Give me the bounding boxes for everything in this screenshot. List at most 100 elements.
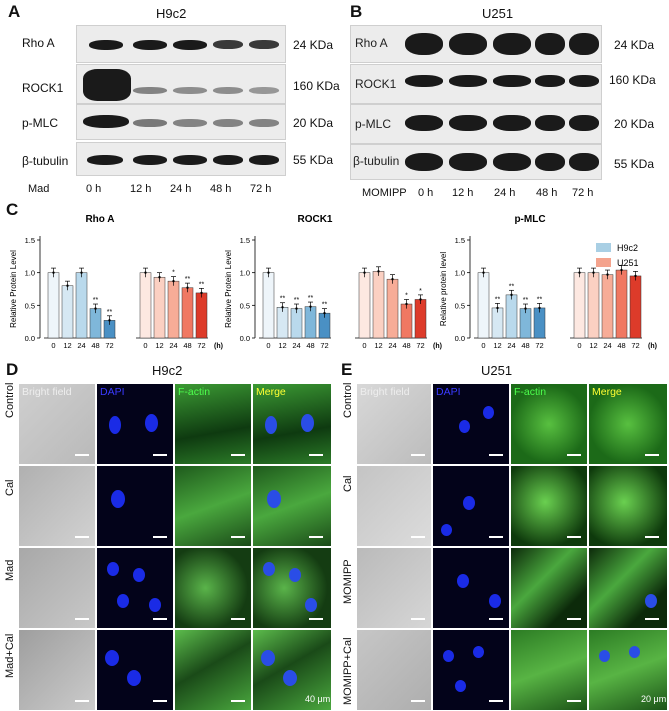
bar: [629, 275, 642, 339]
panel-e-letter: E: [341, 360, 353, 379]
y-tick-label: 1.5: [25, 236, 35, 245]
y-tick-label: 0.0: [240, 334, 250, 343]
significance-label: **: [495, 296, 501, 303]
chart-pmlc: p-MLC 0.0 0.5 1.0 1.5 Relative protein level 0…: [439, 214, 657, 350]
blot-a-label-pmlc: p-MLC: [22, 116, 59, 130]
panel-a-time: 48 h: [210, 183, 232, 195]
significance-label: *: [405, 292, 408, 299]
x-tick-label: 72: [631, 341, 639, 350]
panel-d-brightfield: [18, 629, 96, 711]
y-tick-label: 1.0: [25, 269, 35, 278]
panel-b-treatment: MOMIPP: [362, 187, 407, 199]
data-point: [482, 271, 485, 274]
bar: [414, 299, 427, 339]
y-tick-label: 1.5: [240, 236, 250, 245]
blot-b-label-pmlc: p-MLC: [355, 117, 392, 131]
blot-a-rock1: [76, 64, 286, 104]
panel-e-merge: [588, 547, 668, 629]
panel-e-row-label: Control: [342, 382, 354, 418]
data-point: [108, 319, 111, 322]
data-point: [94, 307, 97, 310]
data-point: [620, 268, 623, 272]
panel-d-brightfield: [18, 547, 96, 629]
significance-label: *: [172, 270, 175, 277]
blot-b-rock1: ROCK1: [350, 64, 602, 104]
column-label-brightfield: Bright field: [360, 386, 410, 398]
bar: [304, 306, 317, 339]
panel-d-factin: F-actin: [174, 383, 252, 465]
kda-b-pmlc: 20 KDa: [614, 117, 655, 131]
blot-b-pmlc: p-MLC: [350, 104, 602, 144]
x-tick-label: 72: [535, 341, 543, 350]
x-tick-label: 72: [105, 341, 113, 350]
panel-e-factin: [510, 629, 588, 711]
panel-d-factin: [174, 629, 252, 711]
x-tick-label: 12: [155, 341, 163, 350]
panel-d-brightfield: Bright field: [18, 383, 96, 465]
bar: [372, 271, 385, 339]
data-point: [281, 306, 284, 309]
blot-a-label-tubulin: β-tubulin: [22, 154, 69, 168]
significance-label: **: [93, 297, 99, 304]
significance-label: **: [322, 302, 328, 309]
significance-label: *: [419, 288, 422, 295]
panel-a-time: 24 h: [170, 183, 192, 195]
y-tick-label: 0.5: [25, 301, 35, 310]
panel-d-dapi: [96, 547, 174, 629]
data-point: [634, 274, 637, 278]
kda-b-rock1: 160 KDa: [609, 73, 656, 87]
x-tick-label: 48: [91, 341, 99, 350]
x-tick-label: 72: [197, 341, 205, 350]
x-unit-label: (h): [433, 343, 442, 350]
blot-b-label-rhoa: Rho A: [355, 36, 388, 50]
panel-e-dapi: [432, 629, 510, 711]
x-tick-label: 24: [388, 341, 396, 350]
y-axis-label: Relative protein level: [439, 252, 448, 326]
panel-d-row-label: Control: [4, 382, 16, 418]
kda-a-rhoa: 24 KDa: [293, 38, 334, 52]
panel-d-dapi: [96, 629, 174, 711]
chart-title: ROCK1: [297, 214, 332, 225]
x-tick-label: 0: [577, 341, 581, 350]
bar: [181, 287, 194, 339]
data-point: [524, 307, 527, 310]
x-unit-label: (h): [214, 343, 223, 350]
panel-d-merge: Merge: [252, 383, 332, 465]
panel-e-merge: 20 μm: [588, 629, 668, 711]
blot-a-label-rhoa: Rho A: [22, 36, 55, 50]
x-tick-label: 24: [169, 341, 177, 350]
x-tick-label: 24: [77, 341, 85, 350]
significance-label: **: [308, 295, 314, 302]
panel-d-row-label: Mad+Cal: [4, 633, 16, 678]
panel-e-merge: Merge: [588, 383, 668, 465]
panel-e-brightfield: [356, 465, 432, 547]
panel-e-brightfield: [356, 547, 432, 629]
column-label-factin: F-actin: [514, 386, 547, 398]
data-point: [66, 284, 69, 287]
x-tick-label: 48: [306, 341, 314, 350]
panel-e-factin: [510, 465, 588, 547]
panel-b-title: U251: [482, 6, 514, 21]
panel-e-factin: [510, 547, 588, 629]
panel-d-merge: 40 μm: [252, 629, 332, 711]
panel-d-scale-label: 40 μm: [305, 694, 331, 704]
x-tick-label: 0: [481, 341, 485, 350]
y-tick-label: 0.0: [25, 334, 35, 343]
panel-b-letter: B: [350, 2, 363, 21]
panel-a-letter: A: [8, 2, 21, 21]
bar: [47, 272, 60, 339]
bar: [477, 272, 490, 339]
panel-e-scale-label: 20 μm: [641, 694, 667, 704]
bar: [61, 285, 74, 339]
blot-b-label-tubulin: β-tubulin: [353, 154, 400, 168]
data-point: [267, 271, 270, 274]
data-point: [158, 276, 161, 279]
y-tick-label: 0.5: [240, 301, 250, 310]
legend-h9c2-swatch: [596, 243, 611, 252]
x-tick-label: 12: [278, 341, 286, 350]
panel-a-treatment: Mad: [28, 183, 50, 195]
significance-label: **: [280, 296, 286, 303]
panel-d-dapi: [96, 465, 174, 547]
data-point: [496, 306, 499, 310]
chart-legend: H9c2 U251: [596, 243, 639, 268]
